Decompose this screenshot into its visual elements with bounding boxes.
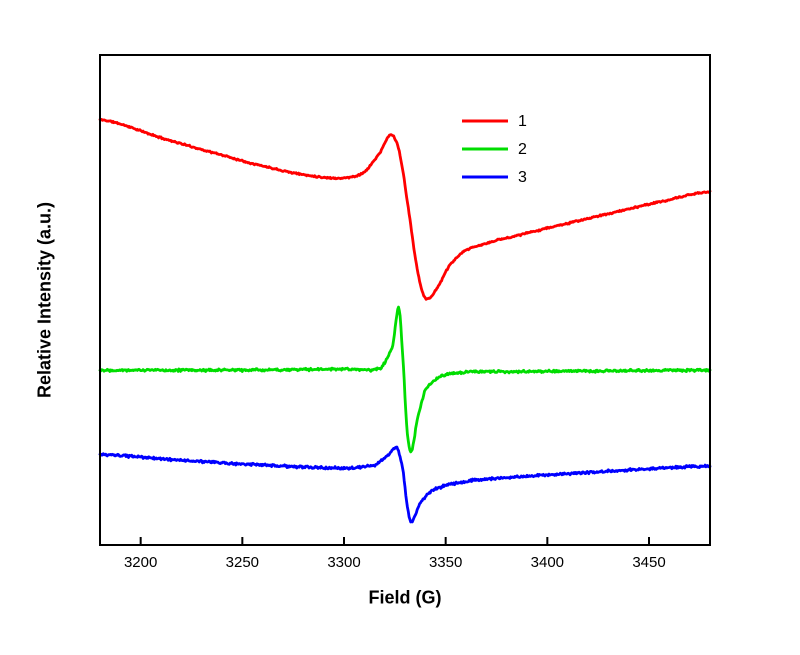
x-tick-label: 3450: [632, 554, 665, 571]
legend-label-2: 2: [518, 141, 527, 158]
series-curve-1: [98, 118, 712, 301]
y-axis-label: Relative Intensity (a.u.): [34, 201, 55, 399]
plot-frame: [99, 54, 711, 546]
x-tick-label: 3250: [226, 554, 259, 571]
series-curve-2: [98, 305, 712, 454]
legend-label-3: 3: [518, 169, 527, 186]
x-tick-label: 3350: [429, 554, 462, 571]
x-tick-label: 3200: [124, 554, 157, 571]
x-tick-label: 3300: [327, 554, 360, 571]
x-axis-label: Field (G): [368, 587, 442, 608]
series-curve-3: [98, 445, 712, 524]
x-tick-label: 3400: [531, 554, 564, 571]
legend-label-1: 1: [518, 113, 527, 130]
